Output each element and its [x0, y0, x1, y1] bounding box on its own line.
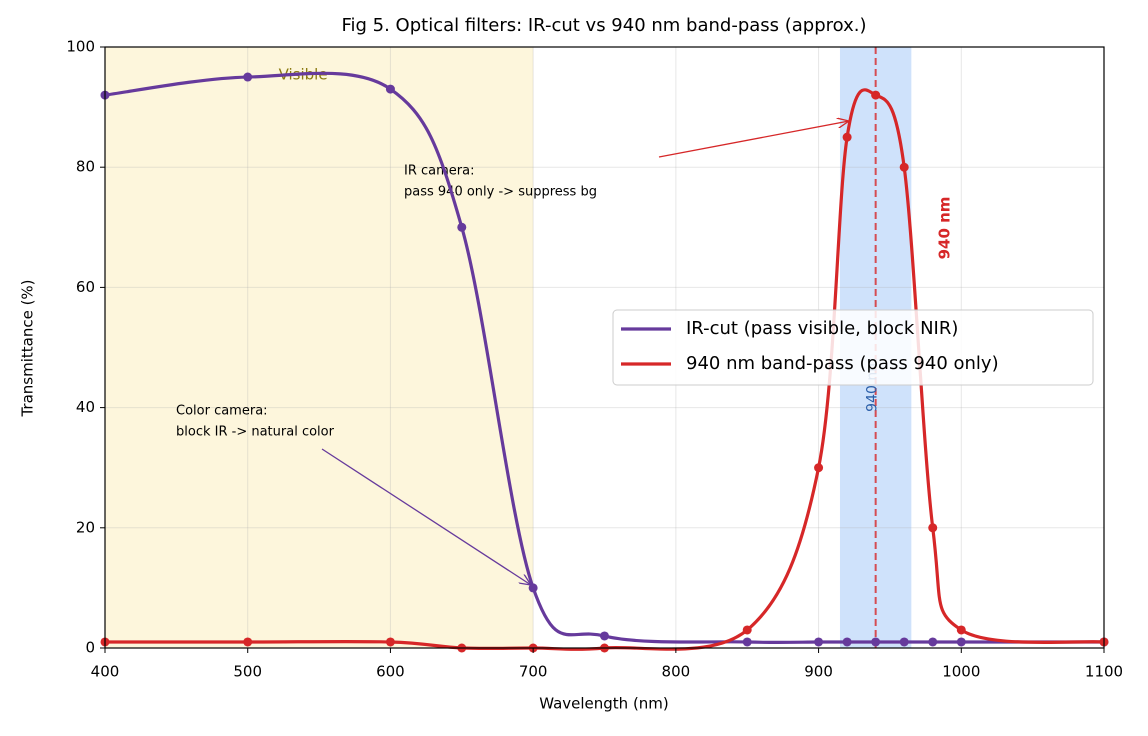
- series-line: [105, 88, 1105, 651]
- legend-label: IR-cut (pass visible, block NIR): [686, 318, 958, 339]
- series-line: [104, 71, 1104, 645]
- legend-box: [612, 309, 1094, 386]
- data-point: [842, 132, 852, 142]
- y-tick-label: 60: [76, 278, 95, 296]
- y-tick-label: 0: [85, 639, 95, 657]
- data-point: [928, 637, 938, 647]
- data-point: [871, 637, 881, 647]
- data-point: [899, 637, 909, 647]
- annotation-arrow: [658, 121, 849, 158]
- annotation: Color camera:: [176, 404, 268, 419]
- band-label-right: 940 nm: [936, 197, 954, 260]
- annotation: block IR -> natural color: [176, 425, 335, 440]
- data-point: [742, 625, 752, 635]
- data-point: [742, 637, 752, 647]
- plot-frame: [104, 46, 1105, 649]
- data-point: [243, 72, 253, 82]
- annotation-arrow: [321, 448, 531, 585]
- data-point: [871, 90, 881, 100]
- x-tick-label: 700: [519, 663, 548, 681]
- x-tick-label: 800: [662, 663, 691, 681]
- data-point: [385, 637, 395, 647]
- y-tick-label: 100: [66, 38, 95, 56]
- x-tick-label: 900: [804, 663, 833, 681]
- x-tick-label: 1100: [1085, 663, 1123, 681]
- visible-span: [105, 47, 534, 648]
- data-point: [899, 162, 909, 172]
- x-tick-label: 600: [376, 663, 405, 681]
- data-point: [243, 637, 253, 647]
- y-tick-label: 40: [76, 398, 95, 416]
- data-point: [814, 637, 824, 647]
- y-tick-label: 80: [76, 158, 95, 176]
- chart-title: Fig 5. Optical filters: IR-cut vs 940 nm…: [341, 15, 866, 36]
- data-point: [928, 523, 938, 533]
- data-point: [814, 463, 824, 473]
- y-tick-label: 20: [76, 518, 95, 536]
- data-point: [842, 637, 852, 647]
- data-point: [457, 222, 467, 232]
- legend-label: 940 nm band-pass (pass 940 only): [686, 353, 999, 374]
- x-tick-label: 1000: [942, 663, 980, 681]
- data-point: [600, 631, 609, 641]
- annotation: IR camera:: [404, 164, 474, 179]
- x-axis-label: Wavelength (nm): [539, 695, 669, 713]
- data-point: [528, 583, 538, 593]
- x-tick-label: 500: [233, 663, 262, 681]
- data-point: [956, 625, 966, 635]
- data-point: [956, 637, 966, 647]
- x-tick-label: 400: [91, 663, 120, 681]
- y-axis-label: Transmittance (%): [19, 279, 37, 417]
- annotation: pass 940 only -> suppress bg: [404, 185, 597, 200]
- data-point: [385, 84, 395, 94]
